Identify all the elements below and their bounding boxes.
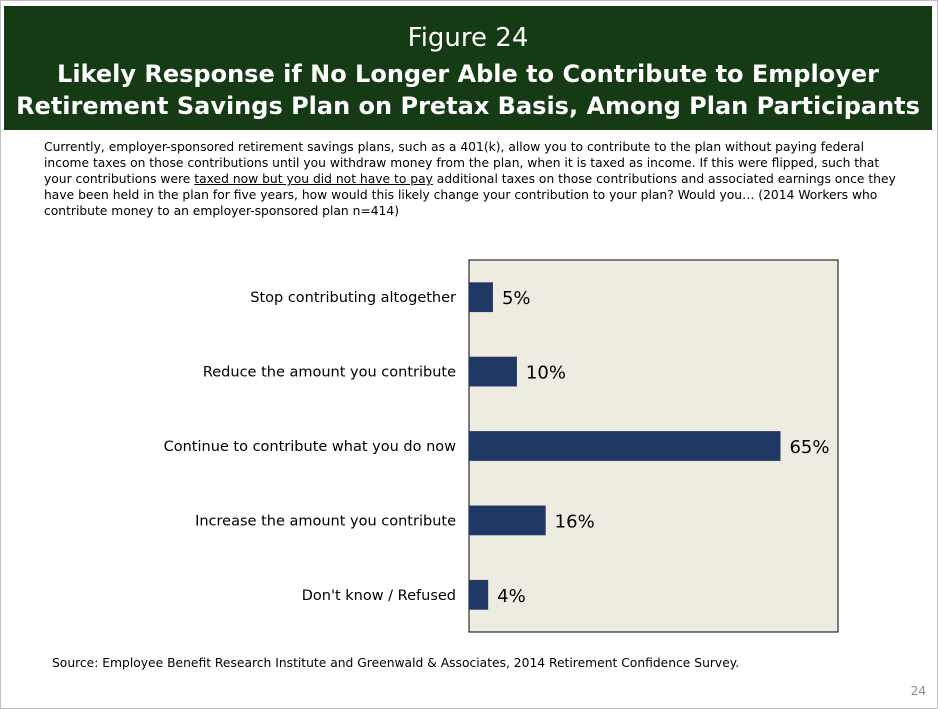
- value-labels-group: 5% 10% 65% 16% 4%: [497, 288, 829, 607]
- category-label-2: Reduce the amount you contribute: [203, 365, 456, 381]
- figure-title: Likely Response if No Longer Able to Con…: [4, 58, 932, 122]
- value-label-2: 10%: [526, 363, 566, 384]
- figure-title-line-2: Retirement Savings Plan on Pretax Basis,…: [16, 92, 920, 120]
- figure-label: Figure 24: [407, 23, 529, 53]
- bar-3: [469, 431, 781, 461]
- category-label-4: Increase the amount you contribute: [195, 513, 456, 529]
- bar-5: [469, 579, 489, 610]
- question-text-part-1: Currently, employer-sponsored retirement…: [44, 140, 880, 186]
- question-text-part-2: additional taxes on those contributions …: [44, 172, 896, 218]
- bar-2: [469, 356, 517, 387]
- category-label-1: Stop contributing altogether: [250, 290, 456, 306]
- question-text-underlined: taxed now but you did not have to pay: [194, 172, 433, 186]
- bar-4: [469, 505, 546, 536]
- source-note: Source: Employee Benefit Research Instit…: [52, 656, 740, 670]
- figure-header: Figure 24 Likely Response if No Longer A…: [4, 6, 932, 130]
- question-text: Currently, employer-sponsored retirement…: [44, 139, 904, 219]
- bar-1: [469, 282, 493, 313]
- value-label-5: 4%: [497, 586, 526, 607]
- figure-title-line-1: Likely Response if No Longer Able to Con…: [57, 60, 879, 88]
- page-number: 24: [910, 684, 926, 698]
- value-label-4: 16%: [555, 511, 595, 532]
- value-label-3: 65%: [789, 437, 829, 458]
- category-labels-group: Stop contributing altogether Reduce the a…: [164, 290, 457, 604]
- category-label-3: Continue to contribute what you do now: [164, 439, 457, 455]
- bars-group: [469, 282, 781, 610]
- category-label-5: Don't know / Refused: [302, 588, 456, 604]
- value-label-1: 5%: [502, 288, 531, 309]
